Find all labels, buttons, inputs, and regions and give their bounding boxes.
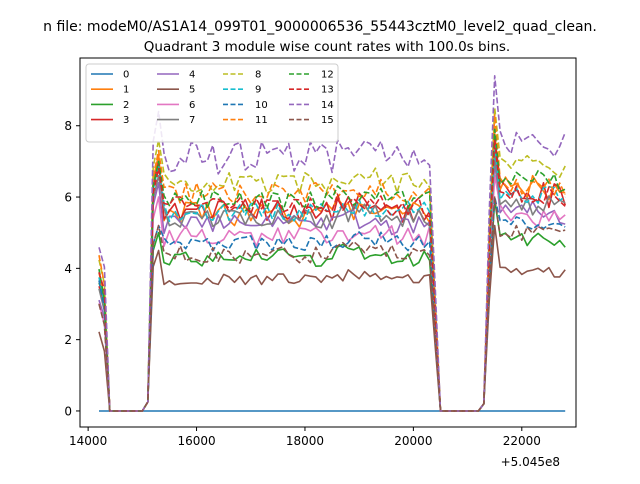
- y-tick-label: 6: [64, 191, 72, 205]
- axes-frame: [79, 57, 577, 428]
- legend-label-12: 12: [321, 70, 334, 81]
- series-line-14: [98, 75, 566, 412]
- chart-title: Quadrant 3 module wise count rates with …: [144, 39, 510, 55]
- chart-suptitle: n file: modeM0/AS1A14_099T01_9000006536_…: [43, 19, 597, 35]
- x-tick-label: 16000: [177, 434, 215, 448]
- legend-label-10: 10: [255, 100, 268, 111]
- legend-label-0: 0: [123, 70, 129, 81]
- legend-label-4: 4: [189, 70, 195, 81]
- legend-label-9: 9: [255, 85, 261, 96]
- legend-label-1: 1: [123, 85, 129, 96]
- x-tick-label: 18000: [286, 434, 324, 448]
- legend-label-5: 5: [189, 85, 195, 96]
- y-tick-label: 4: [64, 262, 72, 276]
- y-tick-label: 0: [64, 404, 72, 418]
- legend-box: [85, 63, 339, 143]
- x-tick-label: 14000: [69, 434, 107, 448]
- axes: 14000 16000 18000 20000 22000 0 2 4 6 8: [64, 57, 577, 448]
- legend-label-13: 13: [321, 85, 334, 96]
- plot-area: [98, 75, 566, 412]
- y-tick-label: 2: [64, 333, 72, 347]
- y-tick-label: 8: [64, 119, 72, 133]
- legend-label-2: 2: [123, 100, 129, 111]
- legend-label-11: 11: [255, 115, 268, 126]
- legend-label-7: 7: [189, 115, 195, 126]
- legend-label-3: 3: [123, 115, 129, 126]
- series-line-15: [98, 196, 566, 412]
- x-tick-label: 20000: [394, 434, 432, 448]
- x-axis-offset-label: +5.045e8: [501, 455, 560, 469]
- legend-label-6: 6: [189, 100, 195, 111]
- legend-label-15: 15: [321, 115, 334, 126]
- legend-label-14: 14: [321, 100, 334, 111]
- x-tick-label: 22000: [503, 434, 541, 448]
- legend-label-8: 8: [255, 70, 261, 81]
